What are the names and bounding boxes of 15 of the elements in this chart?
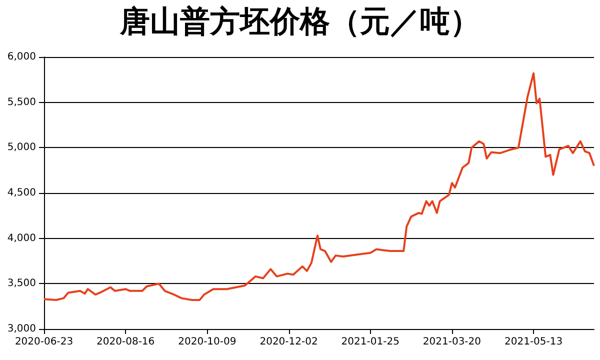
y-tick-label: 5,500 bbox=[7, 96, 36, 108]
x-tick-label: 2021-03-20 bbox=[422, 336, 482, 348]
x-tick-label: 2020-08-16 bbox=[96, 336, 155, 348]
y-tick-label: 4,500 bbox=[7, 188, 36, 198]
chart-title: 唐山普方坯价格（元／吨） bbox=[119, 4, 480, 40]
y-tick-label: 5,000 bbox=[7, 142, 36, 154]
x-tick-label: 2020-12-02 bbox=[260, 336, 318, 348]
y-tick-label: 3,000 bbox=[7, 324, 36, 334]
y-tick-label: 3,500 bbox=[7, 278, 36, 290]
y-tick-label: 4,000 bbox=[7, 232, 36, 244]
x-tick-label: 2021-05-13 bbox=[504, 336, 563, 348]
x-tick-label: 2020-06-23 bbox=[14, 336, 74, 348]
x-tick-label: 2021-01-25 bbox=[341, 336, 400, 348]
x-tick-label: 2020-10-09 bbox=[178, 336, 236, 348]
y-tick-label: 6,000 bbox=[7, 52, 36, 62]
